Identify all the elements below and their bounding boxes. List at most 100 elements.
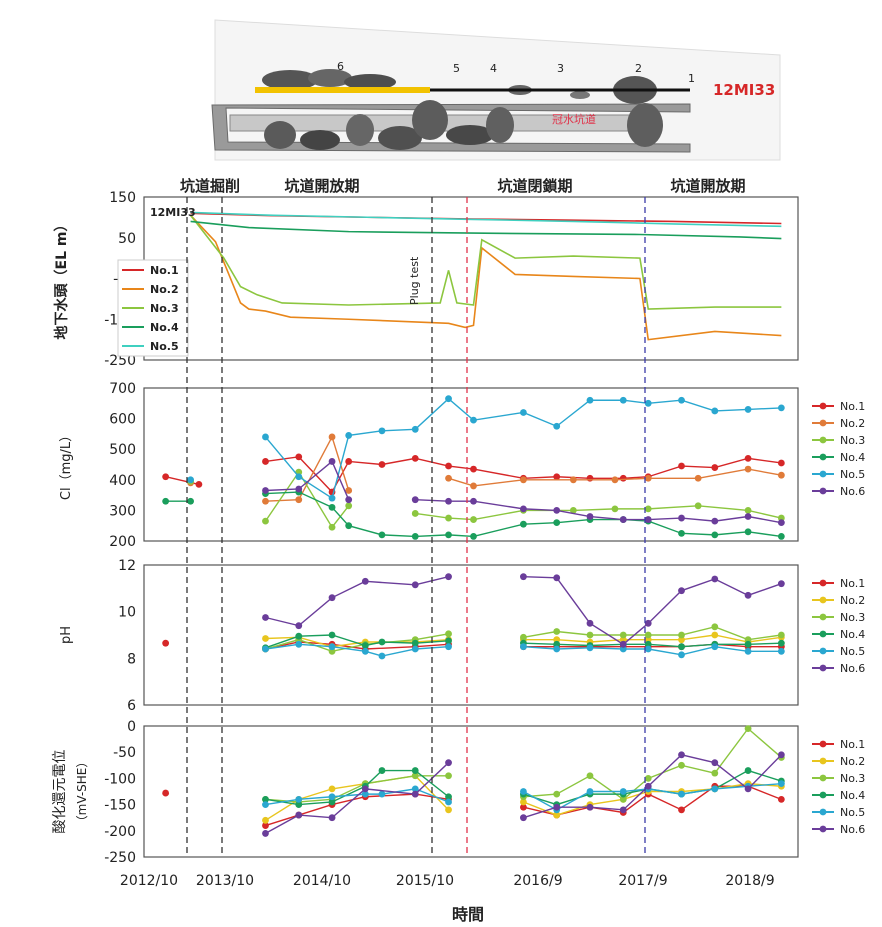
data-point [569, 507, 577, 514]
data-point [619, 636, 627, 644]
y-tick-label: -50 [113, 745, 136, 761]
data-point [328, 647, 336, 655]
data-point [644, 516, 652, 523]
data-point [586, 772, 594, 780]
x-axis-title: 時間 [452, 905, 484, 924]
data-point [411, 454, 419, 462]
y-tick-label: 500 [109, 442, 136, 458]
plot-frame [143, 387, 799, 542]
data-point [262, 497, 269, 505]
period-labels: 坑道掘削 坑道開放期 坑道閉鎖期 坑道開放期 [180, 177, 746, 195]
legend-marker [819, 647, 827, 655]
data-point [445, 462, 452, 470]
data-point [345, 458, 353, 465]
legend-label: No.2 [840, 755, 865, 768]
data-point [711, 631, 719, 639]
series-line [415, 505, 782, 521]
data-point [611, 505, 619, 513]
data-point [345, 487, 353, 494]
data-point [470, 465, 477, 473]
legend-marker [819, 419, 827, 427]
data-point [445, 395, 452, 403]
data-point [711, 407, 719, 415]
y-axis-label: pH [59, 626, 74, 644]
data-point [711, 517, 719, 525]
chart-panel-2: 700600500400300200Cl（mg/L）No.1No.2No.3No… [59, 381, 865, 550]
data-point [295, 640, 303, 648]
data-point [744, 647, 752, 655]
legend-label: No.5 [150, 340, 179, 353]
series-no6 [262, 751, 785, 837]
x-tick-label: 2013/10 [196, 873, 254, 889]
data-point [187, 497, 194, 505]
data-point [411, 533, 419, 540]
data-point [295, 473, 303, 481]
legend-marker [819, 402, 827, 410]
y-tick-label: -200 [104, 824, 136, 840]
data-point [678, 631, 685, 639]
period-label-closed: 坑道閉鎖期 [497, 177, 572, 195]
data-point [295, 632, 303, 640]
legend-label: No.5 [840, 806, 865, 819]
data-point [328, 631, 336, 639]
data-point [777, 580, 785, 588]
data-point [678, 636, 685, 644]
plot-frame [143, 564, 799, 706]
legend-marker [819, 596, 827, 604]
data-point [744, 725, 752, 733]
inset-label: 12MI33 [150, 206, 196, 219]
data-point [328, 594, 336, 602]
data-point [328, 458, 336, 465]
series-line [265, 435, 350, 502]
legend-marker [819, 613, 827, 621]
data-point [694, 502, 702, 510]
data-point [678, 651, 685, 659]
data-point [777, 751, 785, 759]
data-point [694, 474, 702, 482]
data-point [777, 471, 785, 479]
series-no2 [187, 433, 785, 505]
data-point [553, 574, 561, 582]
section-label-5: 5 [453, 62, 460, 75]
legend-label: No.1 [150, 264, 179, 277]
data-point [678, 529, 685, 537]
data-point [744, 454, 752, 462]
data-point [744, 640, 752, 648]
legend: No.1 No.2 No.3 No.4 No.5 [117, 259, 189, 357]
data-point [619, 640, 627, 648]
series-no5 [187, 395, 785, 502]
x-tick-label: 2012/10 [120, 873, 178, 889]
data-point [744, 406, 752, 413]
data-point [445, 497, 452, 505]
data-point [678, 396, 685, 404]
data-point [262, 433, 269, 441]
x-tick-label: 2015/10 [396, 873, 454, 889]
legend-marker [819, 757, 827, 765]
data-point [470, 482, 477, 490]
data-point [445, 514, 452, 522]
drift-label: 冠水坑道 [552, 112, 596, 126]
data-point [586, 396, 594, 404]
series-no3 [187, 468, 785, 531]
data-point [586, 474, 594, 482]
data-point [777, 647, 785, 655]
series-no3 [189, 214, 782, 310]
legend-marker [819, 791, 827, 799]
data-point [619, 795, 627, 803]
y-tick-label: 300 [109, 503, 136, 519]
data-point [644, 631, 652, 639]
data-point [411, 767, 419, 774]
data-point [328, 798, 336, 806]
legend-label: No.6 [840, 662, 865, 675]
data-point [262, 795, 269, 803]
data-point [361, 577, 369, 585]
data-point [378, 767, 386, 774]
section-label-2: 2 [635, 62, 642, 75]
data-point [470, 516, 477, 523]
x-tick-label: 2014/10 [293, 873, 351, 889]
y-tick-label: 50 [118, 231, 136, 247]
data-point [678, 514, 685, 522]
borehole-name-label: 12MI33 [713, 81, 775, 99]
series-no6 [262, 573, 785, 648]
